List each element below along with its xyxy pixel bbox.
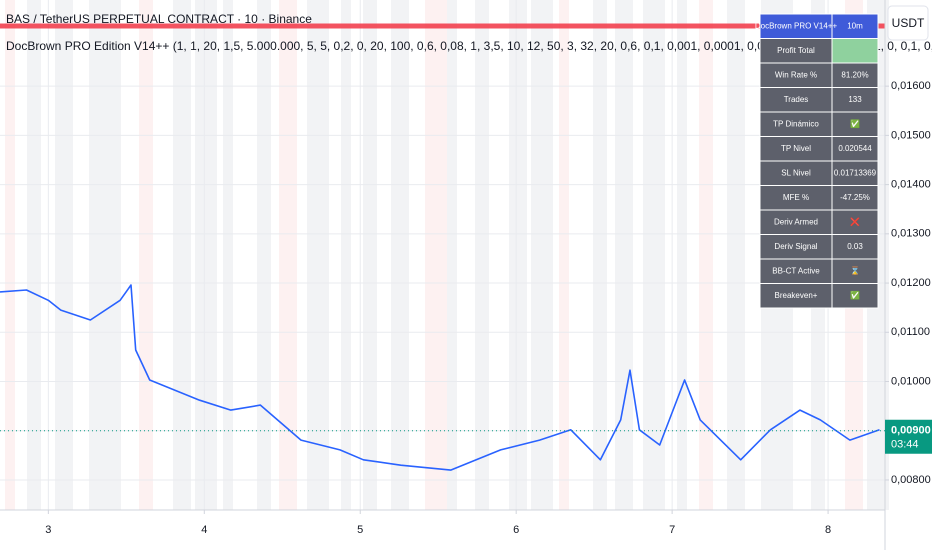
table-label: TP Dinámico: [773, 119, 819, 128]
stripe: [139, 0, 153, 510]
stripe: [447, 0, 457, 510]
table-cell: [831, 160, 879, 186]
table-value: 0.020544: [838, 144, 872, 153]
table-label: Profit Total: [777, 46, 815, 55]
currency-button[interactable]: [887, 5, 929, 41]
last-price-label: 0,00900: [891, 425, 931, 437]
table-value: ✅: [850, 290, 860, 300]
table-cell: [831, 209, 879, 235]
chart-title: BAS / TetherUS PERPETUAL CONTRACT · 10 ·…: [6, 12, 312, 26]
stripe: [307, 0, 329, 510]
table-cell: [759, 62, 833, 88]
stripe: [89, 0, 111, 510]
table-label: MFE %: [783, 193, 809, 202]
stripe: [195, 0, 217, 510]
stripe: [223, 0, 233, 510]
table-cell: [759, 87, 833, 113]
table-cell: [831, 62, 879, 88]
table-value: ✅: [850, 118, 860, 128]
stripe: [475, 0, 489, 510]
stripe: [531, 0, 553, 510]
stripe: [509, 0, 527, 510]
y-tick-label: 0,01600: [891, 80, 931, 92]
table-cell: [759, 283, 833, 309]
y-tick-label: 0,01200: [891, 277, 931, 289]
table-value: 81.20%: [841, 70, 868, 79]
x-tick-label: 8: [825, 524, 831, 536]
stripe: [55, 0, 73, 510]
y-tick-label: 0,01500: [891, 129, 931, 141]
x-tick-label: 7: [669, 524, 675, 536]
table-label: BB-CT Active: [772, 266, 820, 275]
currency-label[interactable]: USDT: [892, 16, 925, 30]
stripe: [559, 0, 569, 510]
table-label: Deriv Signal: [774, 242, 817, 251]
stripe: [27, 0, 41, 510]
table-label: Breakeven+: [775, 291, 818, 300]
stripe: [257, 0, 271, 510]
stripe: [173, 0, 191, 510]
stripe: [699, 0, 713, 510]
stripe: [677, 0, 687, 510]
table-cell: [759, 38, 833, 64]
stripe: [363, 0, 377, 510]
table-cell: [831, 87, 879, 113]
stripe: [111, 0, 121, 510]
table-cell: [831, 283, 879, 309]
x-tick-label: 3: [45, 524, 51, 536]
price-line: [0, 284, 880, 471]
stripe: [593, 0, 607, 510]
table-value: -47.25%: [840, 193, 870, 202]
stats-table: DocBrown PRO V14++ 10m Profit Total Win Rat…: [755, 13, 879, 309]
stripe: [5, 0, 15, 510]
table-cell: [831, 38, 879, 64]
stripe: [391, 0, 409, 510]
table-cell: [831, 258, 879, 284]
y-tick-label: 0,01300: [891, 228, 931, 240]
x-tick-label: 5: [357, 524, 363, 536]
stripe: [279, 0, 297, 510]
table-label: TP Nivel: [781, 144, 811, 153]
table-label: Deriv Armed: [774, 217, 818, 226]
last-price-box: [885, 419, 932, 454]
table-label: Trades: [784, 95, 809, 104]
countdown: 03:44: [891, 439, 919, 451]
plot: [0, 284, 880, 471]
stripe: [341, 0, 351, 510]
table-cell: [831, 136, 879, 162]
table-header: 10m: [847, 21, 863, 30]
stripe: [615, 0, 633, 510]
table-value: ❌: [850, 216, 860, 226]
table-header-cell: [831, 13, 879, 39]
y-tick-label: 0,01000: [891, 375, 931, 387]
indicator-legend: DocBrown PRO Edition V14++ (1, 1, 20, 1,…: [6, 39, 932, 53]
x-tick-label: 6: [513, 524, 519, 536]
table-label: Win Rate %: [775, 70, 817, 79]
table-value: 0.01713369: [834, 168, 877, 177]
stripe: [643, 0, 665, 510]
y-tick-label: 0,01400: [891, 179, 931, 191]
table-label: SL Nivel: [781, 168, 811, 177]
table-cell: [759, 160, 833, 186]
y-tick-label: 0,01100: [891, 326, 930, 338]
table-value: 0.03: [847, 242, 863, 251]
x-tick-label: 4: [201, 524, 207, 536]
table-header-cell: [759, 13, 833, 39]
table-value: 133: [848, 95, 862, 104]
table-value: ⌛: [850, 265, 860, 275]
table-header: DocBrown PRO V14++: [755, 21, 838, 30]
y-tick-label: 0,00800: [891, 474, 931, 486]
stripe: [425, 0, 447, 510]
stripe: [727, 0, 745, 510]
table-cell: [831, 185, 879, 211]
table-cell: [759, 258, 833, 284]
